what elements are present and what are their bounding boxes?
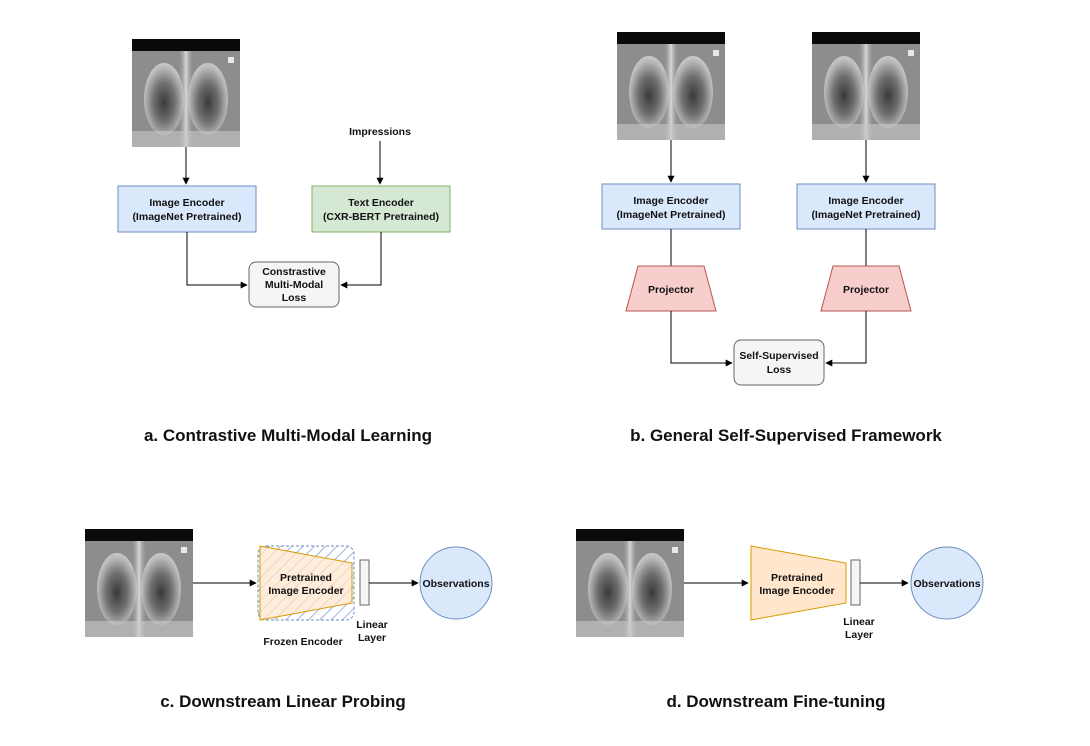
chest-xray-image bbox=[132, 39, 240, 147]
panel-d-caption: d. Downstream Fine-tuning bbox=[666, 692, 885, 711]
observations-circle bbox=[419, 546, 493, 620]
linear-layer-line-1: Linear bbox=[843, 616, 875, 628]
left-encoder-title: Image Encoder bbox=[633, 195, 708, 207]
linear-layer-box bbox=[850, 559, 861, 606]
image-encoder-title: Image Encoder bbox=[149, 197, 224, 209]
loss-line-1: Constrastive bbox=[262, 266, 326, 278]
contrastive-loss-box bbox=[248, 261, 340, 308]
impressions-label: Impressions bbox=[349, 126, 411, 138]
frozen-encoder-label: Frozen Encoder bbox=[263, 636, 342, 648]
linear-layer-line-2: Layer bbox=[358, 632, 386, 644]
linear-layer-line-2: Layer bbox=[845, 629, 873, 641]
arrow-text-encoder-to-loss bbox=[340, 232, 382, 289]
right-encoder-title: Image Encoder bbox=[828, 195, 903, 207]
right-projector-label: Projector bbox=[843, 284, 889, 296]
panel-a-caption: a. Contrastive Multi-Modal Learning bbox=[144, 426, 432, 445]
linear-layer-line-1: Linear bbox=[356, 619, 388, 631]
observations-circle bbox=[910, 546, 984, 620]
panel-b: Image Encoder (ImageNet Pretrained) Imag… bbox=[601, 32, 942, 445]
right-projector-trapezoid bbox=[820, 265, 912, 312]
arrow-image-encoder-to-loss bbox=[186, 232, 248, 289]
loss-line-2: Multi-Modal bbox=[265, 279, 323, 291]
pretrained-encoder-trapezoid bbox=[259, 545, 353, 621]
panel-c-caption: c. Downstream Linear Probing bbox=[160, 692, 406, 711]
left-encoder-subtitle: (ImageNet Pretrained) bbox=[616, 209, 725, 221]
chest-xray-image-right bbox=[812, 32, 920, 140]
panel-b-caption: b. General Self-Supervised Framework bbox=[630, 426, 942, 445]
pretrained-encoder-line-2: Image Encoder bbox=[268, 585, 343, 597]
arrow-right-projector-to-loss bbox=[825, 311, 867, 367]
ssl-loss-line-2: Loss bbox=[767, 364, 792, 376]
pretrained-encoder-line-2: Image Encoder bbox=[759, 585, 834, 597]
text-encoder-title: Text Encoder bbox=[348, 197, 414, 209]
image-encoder-subtitle: (ImageNet Pretrained) bbox=[132, 211, 241, 223]
arrow-left-projector-to-loss bbox=[670, 311, 733, 367]
image-encoder-box bbox=[117, 185, 257, 233]
chest-xray-image bbox=[576, 529, 684, 637]
observations-label: Observations bbox=[913, 578, 980, 590]
panel-c: Pretrained Image Encoder Frozen Encoder … bbox=[85, 529, 493, 711]
ssl-loss-line-1: Self-Supervised bbox=[739, 350, 818, 362]
text-encoder-box bbox=[311, 185, 451, 233]
left-projector-label: Projector bbox=[648, 284, 694, 296]
observations-label: Observations bbox=[422, 578, 489, 590]
chest-xray-image-left bbox=[617, 32, 725, 140]
loss-line-3: Loss bbox=[282, 292, 307, 304]
text-encoder-subtitle: (CXR-BERT Pretrained) bbox=[323, 211, 439, 223]
panel-d: Pretrained Image Encoder Linear Layer Ob… bbox=[576, 529, 984, 711]
pretrained-encoder-trapezoid bbox=[750, 545, 847, 621]
pretrained-encoder-line-1: Pretrained bbox=[771, 572, 823, 584]
self-supervised-loss-box bbox=[733, 339, 825, 386]
left-projector-trapezoid bbox=[625, 265, 717, 312]
chest-xray-image bbox=[85, 529, 193, 637]
linear-layer-box bbox=[359, 559, 370, 606]
right-image-encoder-box bbox=[796, 183, 936, 230]
right-encoder-subtitle: (ImageNet Pretrained) bbox=[811, 209, 920, 221]
panel-a: Impressions Image Encoder (ImageNet Pret… bbox=[117, 39, 451, 445]
pretrained-encoder-line-1: Pretrained bbox=[280, 572, 332, 584]
